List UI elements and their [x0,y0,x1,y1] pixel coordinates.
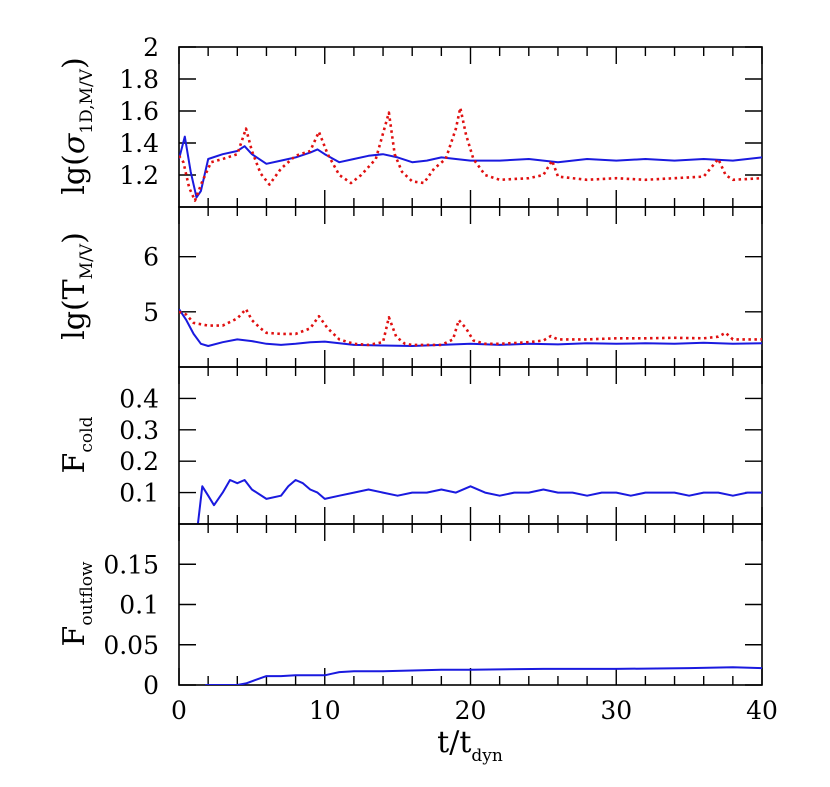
y-axis-label-outflow: Foutflow [57,561,97,646]
panel-temperature: 5 6 lg(TM/V) [57,206,763,368]
y-axis-label-cold: Fcold [57,416,97,473]
y-label-part: lg( [57,154,92,195]
y-label-part: F [57,453,92,474]
panel-frame-cold [178,366,763,525]
y-label-part: F [57,626,92,647]
x-tick-label: 20 [455,696,487,725]
y-tick-label-sigma: 1.8 [119,65,159,94]
y-label-part: ) [57,57,92,69]
y-tick-label-cold: 0.1 [119,479,159,508]
y-tick-label-outflow: 0.1 [119,591,159,620]
y-tick-label-temperature: 5 [143,298,159,327]
series-line-cold-solid [196,479,762,524]
y-label-subscript: outflow [77,561,97,626]
y-tick-label-temperature: 6 [143,243,159,272]
y-tick-label-sigma: 1.4 [119,129,159,158]
x-label-subscript: dyn [471,746,502,766]
series-line-sigma-dotted [179,106,762,202]
panel-cold: 0.1 0.20.3 0.4 Fcold [57,366,763,525]
y-label-subscript: M/V [77,243,97,279]
series-line-outflow-solid [205,666,762,685]
series-line-temperature-dotted [179,307,762,347]
y-axis-label-temperature: lg(TM/V) [57,232,97,340]
y-label-subscript: cold [77,416,97,452]
panel-sigma: 1.2 1.4 1.6 1.8 2 lg(σ1D,M/V) [57,33,763,208]
x-axis: 0 10 20 30 40 t/tdyn [171,696,778,766]
y-tick-label-outflow: 0 [143,671,159,700]
y-tick-label-cold: 0.2 [119,447,159,476]
y-label-symbol: σ [57,132,92,154]
x-tick-label: 10 [309,696,341,725]
x-axis-label: t/tdyn [437,725,503,766]
y-label-part: lg(T [57,279,92,340]
y-tick-label-cold: 0.3 [119,416,159,445]
y-tick-label-sigma: 1.6 [119,97,159,126]
x-tick-label: 40 [746,696,778,725]
series-line-sigma-solid [179,135,762,199]
y-tick-label-sigma: 2 [143,33,159,62]
y-label-subscript: 1D,M/V [77,68,97,133]
y-tick-label-cold: 0.4 [119,384,159,413]
y-label-part: ) [57,232,92,244]
x-label-part: t/t [437,725,471,760]
y-tick-label-outflow: 0.05 [103,631,159,660]
panel-frame-outflow [178,523,763,686]
y-axis-label-sigma: lg(σ1D,M/V) [57,57,97,194]
x-tick-label: 0 [171,696,187,725]
panel-frame-sigma [178,46,763,208]
x-tick-label: 30 [600,696,632,725]
series-line-temperature-solid [179,308,762,347]
y-tick-label-outflow: 0.15 [103,550,159,579]
y-tick-label-sigma: 1.2 [119,161,159,190]
